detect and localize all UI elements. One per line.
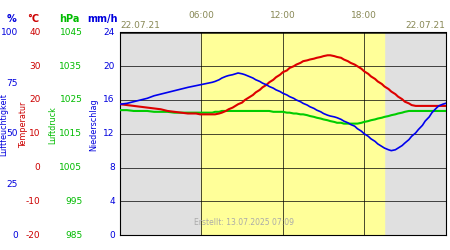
Text: 30: 30 — [29, 62, 40, 71]
Text: °C: °C — [27, 14, 39, 24]
Text: hPa: hPa — [59, 14, 80, 24]
Text: mm/h: mm/h — [87, 14, 118, 24]
Text: 20: 20 — [29, 96, 40, 104]
Text: 16: 16 — [103, 96, 115, 104]
Text: 1045: 1045 — [59, 28, 82, 37]
Text: 25: 25 — [7, 180, 18, 189]
Text: 0: 0 — [109, 230, 115, 239]
Text: -20: -20 — [26, 230, 40, 239]
Text: 100: 100 — [1, 28, 18, 37]
Bar — [202, 32, 384, 235]
Text: 0: 0 — [12, 230, 18, 239]
Text: -10: -10 — [26, 197, 40, 206]
Text: 06:00: 06:00 — [189, 11, 214, 20]
Text: 1015: 1015 — [59, 129, 82, 138]
Text: 12: 12 — [104, 129, 115, 138]
Text: Temperatur: Temperatur — [19, 102, 28, 148]
Text: 10: 10 — [29, 129, 40, 138]
Text: 20: 20 — [104, 62, 115, 71]
Text: 985: 985 — [65, 230, 82, 239]
Text: 12:00: 12:00 — [270, 11, 296, 20]
Text: 22.07.21: 22.07.21 — [405, 21, 446, 30]
Text: 22.07.21: 22.07.21 — [120, 21, 160, 30]
Text: 1025: 1025 — [59, 96, 82, 104]
Text: 0: 0 — [35, 163, 40, 172]
Text: 18:00: 18:00 — [351, 11, 377, 20]
Text: %: % — [7, 14, 17, 24]
Text: Luftfeuchtigkeit: Luftfeuchtigkeit — [0, 94, 8, 156]
Text: 1035: 1035 — [59, 62, 82, 71]
Text: 24: 24 — [104, 28, 115, 37]
Text: 75: 75 — [6, 78, 18, 88]
Text: Niederschlag: Niederschlag — [89, 99, 98, 151]
Text: 40: 40 — [29, 28, 40, 37]
Text: Erstellt: 13.07.2025 07:09: Erstellt: 13.07.2025 07:09 — [194, 218, 294, 227]
Text: 50: 50 — [6, 129, 18, 138]
Text: 1005: 1005 — [59, 163, 82, 172]
Text: 4: 4 — [109, 197, 115, 206]
Text: Luftdruck: Luftdruck — [49, 106, 58, 144]
Text: 8: 8 — [109, 163, 115, 172]
Text: 995: 995 — [65, 197, 82, 206]
